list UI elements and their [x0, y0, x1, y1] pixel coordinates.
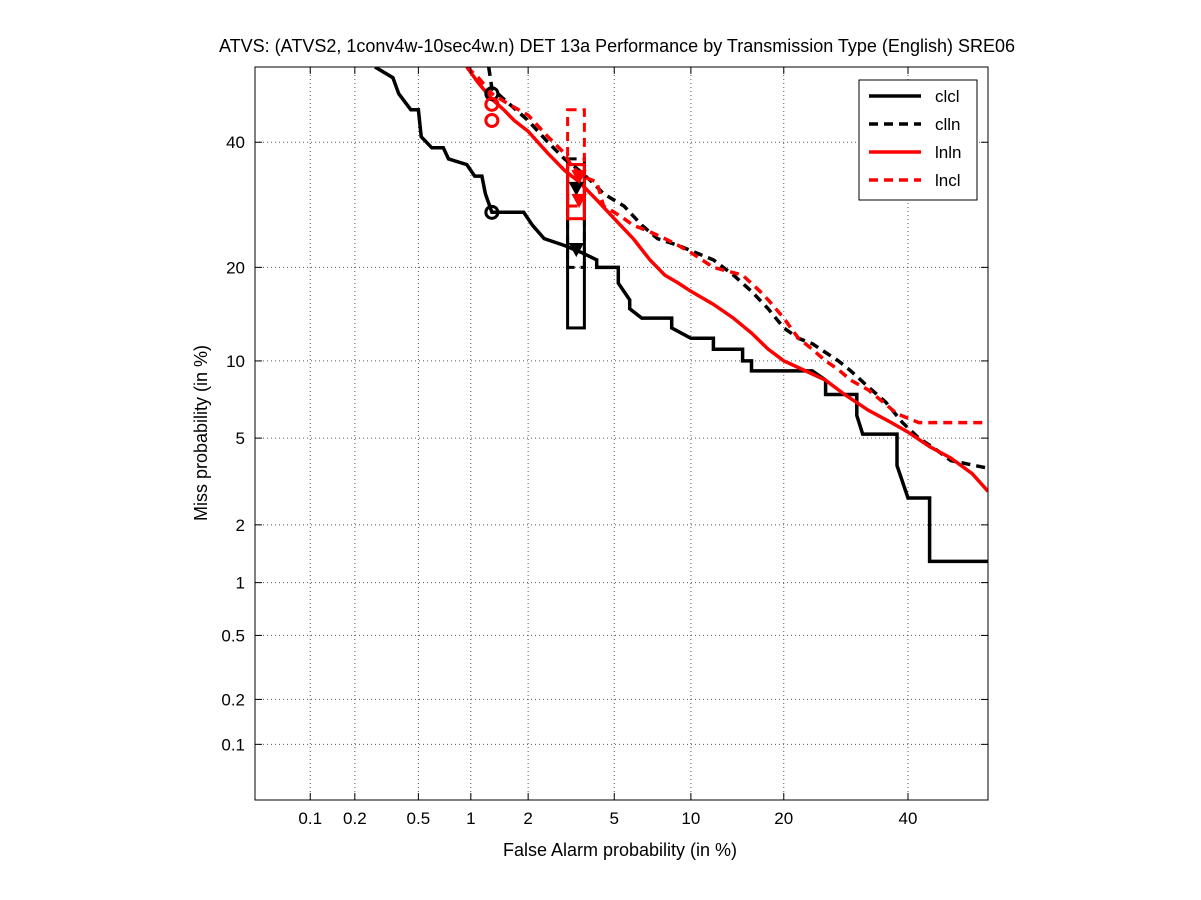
x-tick-label: 5 — [610, 809, 619, 828]
axes-frame — [254, 66, 989, 801]
y-tick-label: 40 — [226, 133, 245, 152]
marker-triangle-clln — [568, 181, 584, 196]
series-line-lncl — [465, 67, 988, 425]
series-line-clcl — [374, 67, 988, 564]
marker-triangle-clcl — [568, 243, 584, 258]
y-tick-label: 5 — [236, 429, 245, 448]
y-tick-label: 0.1 — [221, 735, 245, 754]
y-axis-ticks: 0.1 0.2 0.5 1 2 5 10 20 40 — [221, 133, 988, 754]
y-tick-label: 0.2 — [221, 690, 245, 709]
x-tick-label: 10 — [681, 809, 700, 828]
confidence-box-lncl — [566, 108, 586, 208]
y-tick-label: 1 — [236, 574, 245, 593]
marker-circle-lncl — [484, 96, 500, 112]
series-layer — [374, 67, 988, 564]
y-axis-label: Miss probability (in %) — [191, 345, 211, 521]
x-axis-ticks: 0.1 0.2 0.5 1 2 5 10 20 40 — [298, 67, 917, 828]
x-tick-label: 0.5 — [407, 809, 431, 828]
x-axis-label: False Alarm probability (in %) — [503, 840, 737, 860]
x-tick-label: 20 — [774, 809, 793, 828]
y-tick-label: 2 — [236, 516, 245, 535]
legend-label-clcl: clcl — [935, 87, 960, 106]
x-tick-label: 40 — [899, 809, 918, 828]
series-line-clln — [486, 67, 988, 470]
marker-circle-clcl — [484, 204, 500, 220]
x-tick-label: 0.1 — [298, 809, 322, 828]
x-tick-label: 2 — [523, 809, 532, 828]
x-tick-label: 0.2 — [343, 809, 367, 828]
legend-label-clln: clln — [935, 115, 961, 134]
marker-triangle-lnln — [571, 193, 587, 208]
legend: clcl clln lnln lncl — [858, 79, 978, 201]
series-line-lnln — [465, 67, 988, 493]
marker-circle-lnln — [484, 112, 500, 128]
y-tick-label: 0.5 — [221, 626, 245, 645]
marker-triangle-lncl — [571, 170, 587, 185]
marker-layer — [484, 86, 587, 258]
x-tick-label: 1 — [466, 809, 475, 828]
legend-label-lnln: lnln — [935, 143, 961, 162]
legend-label-lncl: lncl — [935, 171, 961, 190]
y-tick-label: 20 — [226, 258, 245, 277]
chart-title: ATVS: (ATVS2, 1conv4w-10sec4w.n) DET 13a… — [219, 36, 1015, 56]
y-tick-label: 10 — [226, 352, 245, 371]
